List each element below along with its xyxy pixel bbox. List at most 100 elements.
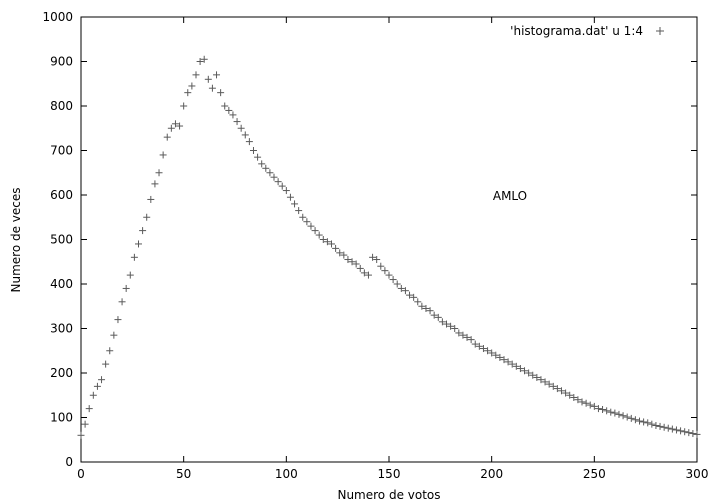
data-point [315,231,323,239]
data-point [504,358,512,366]
y-tick-label: 300 [50,322,73,336]
data-point [594,405,602,413]
data-point [188,82,196,90]
data-point [672,426,680,434]
data-point [521,367,529,375]
y-tick: 300 [50,322,697,336]
data-point [245,138,253,146]
y-tick-label: 1000 [42,10,73,24]
y-tick: 100 [50,411,697,425]
data-point [562,389,570,397]
data-point [106,347,114,355]
y-tick: 400 [50,277,697,291]
data-point [603,407,611,415]
y-tick: 900 [50,55,697,69]
data-point [611,409,619,417]
data-point [237,124,245,132]
data-point [254,153,262,161]
data-point [397,284,405,292]
x-tick: 150 [378,17,401,481]
data-point [286,193,294,201]
data-point [184,89,192,97]
data-point [627,414,635,422]
data-point [159,151,167,159]
x-tick: 250 [583,17,606,481]
data-point [418,302,426,310]
y-tick-label: 600 [50,188,73,202]
data-point [303,218,311,226]
data-point [340,251,348,259]
data-point [323,238,331,246]
y-tick: 600 [50,188,697,202]
x-tick-label: 100 [275,467,298,481]
data-point [352,260,360,268]
data-point [459,331,467,339]
data-point [204,75,212,83]
data-point [147,195,155,203]
data-points [77,55,701,439]
data-point [615,410,623,418]
y-tick: 0 [65,455,697,469]
data-point [151,180,159,188]
data-point [434,313,442,321]
data-point [471,340,479,348]
data-point [677,427,685,435]
x-tick-label: 0 [77,467,85,481]
data-point [451,325,459,332]
data-point [319,236,327,243]
data-point [430,311,438,319]
data-point [381,267,389,275]
y-tick-label: 100 [50,411,73,425]
x-tick: 300 [686,17,709,481]
x-tick-label: 300 [686,467,709,481]
data-point [537,376,545,384]
data-point [533,373,541,381]
y-tick: 700 [50,144,697,158]
data-point [266,169,274,177]
data-point [213,71,221,79]
data-point [134,240,142,248]
data-point [270,173,278,181]
y-tick: 800 [50,99,697,113]
data-point [385,271,393,279]
data-point [89,391,97,399]
data-point [110,331,118,339]
data-point [636,417,644,425]
legend-marker [656,27,664,35]
x-axis-label: Numero de votos [337,488,440,502]
data-point [98,376,106,384]
data-point [607,408,615,416]
data-point [377,262,385,270]
y-tick-label: 400 [50,277,73,291]
x-tick-label: 250 [583,467,606,481]
data-point [648,420,656,428]
data-point [360,269,368,277]
data-point [369,253,377,261]
data-point [668,425,676,433]
data-point [373,256,381,264]
data-point [566,391,574,399]
data-point [336,249,344,257]
data-point [484,347,492,355]
x-tick-label: 150 [378,467,401,481]
y-tick-label: 0 [65,455,73,469]
data-point [570,393,578,401]
data-point [553,385,561,393]
data-point [557,387,565,395]
y-tick-label: 800 [50,99,73,113]
data-point [180,102,188,110]
data-point [311,227,319,235]
y-tick-label: 900 [50,55,73,69]
data-point [652,422,660,430]
data-point [479,345,487,353]
data-point [582,399,590,407]
data-point [590,402,598,410]
data-point [619,412,627,420]
data-point [389,276,397,284]
data-point [155,169,163,177]
x-tick: 50 [176,17,191,481]
data-point [463,333,471,341]
data-point [640,418,648,426]
data-point [356,264,364,272]
